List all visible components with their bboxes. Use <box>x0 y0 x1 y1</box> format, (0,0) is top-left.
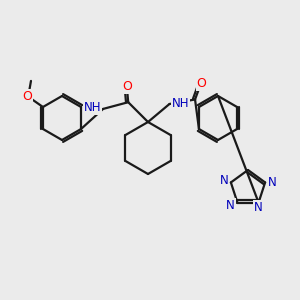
Text: NH: NH <box>171 97 189 110</box>
Text: O: O <box>196 77 206 90</box>
Text: NH: NH <box>84 101 101 114</box>
Text: N: N <box>268 176 277 189</box>
Text: N: N <box>226 199 235 212</box>
Text: O: O <box>122 80 132 93</box>
Text: N: N <box>254 201 263 214</box>
Text: O: O <box>22 90 32 103</box>
Text: N: N <box>220 174 228 187</box>
